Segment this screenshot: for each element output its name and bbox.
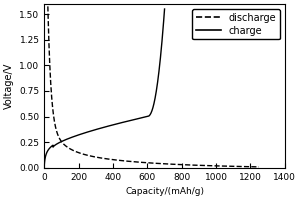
discharge <box>134 161 138 163</box>
charge <box>89 130 92 132</box>
discharge <box>125 160 128 162</box>
charge <box>148 114 151 117</box>
discharge <box>80 152 83 155</box>
Line: discharge: discharge <box>44 0 259 167</box>
discharge <box>257 166 261 168</box>
discharge <box>253 166 256 168</box>
charge <box>94 128 98 131</box>
charge <box>56 142 60 144</box>
charge <box>43 162 46 165</box>
charge <box>64 139 67 141</box>
charge <box>160 38 164 40</box>
discharge <box>67 147 71 149</box>
X-axis label: Capacity/(mAh/g): Capacity/(mAh/g) <box>125 187 204 196</box>
Line: charge: charge <box>44 9 165 164</box>
charge <box>163 8 166 10</box>
Legend: discharge, charge: discharge, charge <box>192 9 280 39</box>
discharge <box>230 165 233 167</box>
Y-axis label: Voltage/V: Voltage/V <box>4 63 14 109</box>
